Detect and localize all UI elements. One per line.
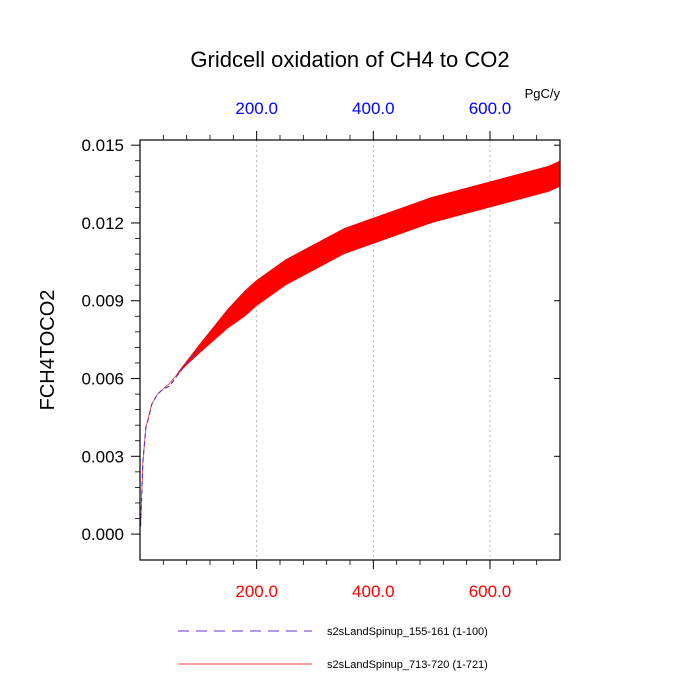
y-tick-label: 0.000 <box>81 525 124 544</box>
x-bottom-tick-label: 400.0 <box>352 582 395 601</box>
x-bottom-tick-label: 600.0 <box>469 582 512 601</box>
series-line-blue <box>139 349 199 527</box>
top-axis-units-label: PgC/y <box>525 86 561 101</box>
grid-lines <box>256 140 491 560</box>
x-top-tick-label: 600.0 <box>469 99 512 118</box>
y-tick-label: 0.009 <box>81 292 124 311</box>
legend: s2sLandSpinup_155-161 (1-100) s2sLandSpin… <box>178 626 488 671</box>
series-layer <box>139 160 561 527</box>
x-bottom-tick-label: 200.0 <box>235 582 278 601</box>
y-tick-label: 0.003 <box>81 447 124 466</box>
y-axis-label: FCH4TOCO2 <box>37 290 59 411</box>
series-line-red <box>140 160 561 527</box>
chart-title: Gridcell oxidation of CH4 to CO2 <box>190 47 509 72</box>
axis-ticks: 0.000 0.003 0.006 0.009 0.012 0.015 200.0 400.0… <box>81 99 560 601</box>
x-top-tick-label: 400.0 <box>352 99 395 118</box>
y-tick-label: 0.015 <box>81 136 124 155</box>
x-top-tick-label: 200.0 <box>235 99 278 118</box>
legend-label: s2sLandSpinup_155-161 (1-100) <box>327 626 488 638</box>
y-tick-label: 0.006 <box>81 370 124 389</box>
legend-label: s2sLandSpinup_713-720 (1-721) <box>327 659 488 671</box>
y-tick-label: 0.012 <box>81 214 124 233</box>
